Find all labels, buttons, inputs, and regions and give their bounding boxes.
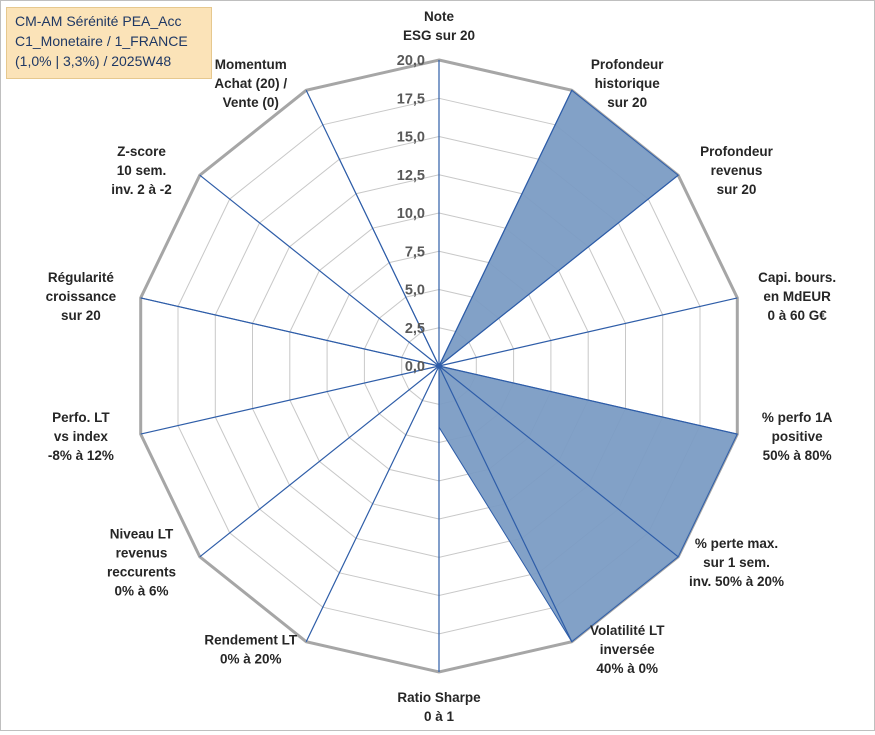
axis-label: Momentum Achat (20) / Vente (0): [214, 57, 287, 110]
axis-spoke: [199, 365, 440, 558]
tick-label: 7,5: [405, 244, 425, 260]
axis-label-line: Achat (20) /: [214, 76, 287, 91]
axis-label-line: 40% à 0%: [596, 661, 658, 676]
axis-label-line: ESG sur 20: [403, 28, 475, 43]
fund-title-box: CM-AM Sérénité PEA_Acc C1_Monetaire / 1_…: [6, 7, 212, 79]
axis-label-line: Rendement LT: [204, 632, 298, 647]
axis-spoke: [305, 90, 440, 367]
tick-label: 0,0: [405, 359, 425, 375]
axis-label-line: Ratio Sharpe: [397, 690, 481, 705]
axis-label-line: positive: [772, 429, 824, 444]
title-line-3: (1,0% | 3,3%) / 2025W48: [15, 53, 172, 69]
tick-label: 20,0: [397, 53, 425, 69]
axis-spoke: [305, 365, 440, 642]
axis-label-line: inversée: [600, 642, 655, 657]
axis-spoke: [438, 365, 573, 642]
axis-label-line: croissance: [46, 289, 117, 304]
axis-label-line: % perte max.: [695, 536, 778, 551]
axis-label-line: Niveau LT: [110, 526, 174, 541]
tick-label: 17,5: [397, 91, 425, 107]
spoke-layer: [140, 60, 738, 672]
axis-label-line: Profondeur: [591, 57, 664, 72]
axis-label-line: Momentum: [215, 57, 287, 72]
tick-label-layer: 0,0 2,5 5,0 7,5 10,0 12,5 15,0 17,5 20,0: [397, 53, 425, 375]
axis-label: Profondeur historique sur 20: [591, 57, 664, 110]
axis-label-line: 0% à 6%: [114, 583, 168, 598]
axis-label: Profondeur revenus sur 20: [700, 144, 773, 197]
axis-label: Rendement LT 0% à 20%: [204, 632, 298, 666]
axis-label: Volatilité LT inversée 40% à 0%: [590, 623, 665, 676]
axis-label-line: vs index: [54, 429, 109, 444]
axis-label: Niveau LT revenus reccurents 0% à 6%: [107, 526, 176, 598]
axis-label-line: 0 à 60 G€: [767, 308, 827, 323]
axis-label-line: revenus: [711, 163, 763, 178]
axis-label-line: sur 20: [61, 308, 101, 323]
tick-label: 15,0: [397, 130, 425, 146]
axis-label-line: % perfo 1A: [762, 410, 833, 425]
axis-label-line: 10 sem.: [117, 163, 167, 178]
axis-label-line: Perfo. LT: [52, 410, 110, 425]
axis-label: % perte max. sur 1 sem. inv. 50% à 20%: [689, 536, 784, 589]
axis-label: Perfo. LT vs index -8% à 12%: [48, 410, 114, 463]
axis-label-line: reccurents: [107, 564, 176, 579]
tick-label: 5,0: [405, 283, 425, 299]
axis-label: % perfo 1A positive 50% à 80%: [762, 410, 833, 463]
axis-label-line: Régularité: [48, 270, 115, 285]
tick-label: 10,0: [397, 206, 425, 222]
axis-label-line: sur 20: [717, 182, 757, 197]
axis-label-line: sur 1 sem.: [703, 555, 770, 570]
axis-label-line: inv. 2 à -2: [111, 182, 172, 197]
axis-label-line: Capi. bours.: [758, 270, 836, 285]
axis-label-line: en MdEUR: [763, 289, 831, 304]
axis-label-line: Profondeur: [700, 144, 773, 159]
axis-spoke: [140, 297, 440, 367]
title-line-1: CM-AM Sérénité PEA_Acc: [15, 13, 182, 29]
axis-label: Capi. bours. en MdEUR 0 à 60 G€: [758, 270, 836, 323]
axis-label-line: -8% à 12%: [48, 448, 114, 463]
axis-label-line: Note: [424, 9, 454, 24]
axis-label-line: historique: [595, 76, 661, 91]
axis-label-line: 50% à 80%: [763, 448, 832, 463]
axis-label-line: Z-score: [117, 144, 166, 159]
axis-spoke: [438, 365, 738, 435]
axis-spoke: [438, 297, 738, 367]
axis-label: Ratio Sharpe 0 à 1: [397, 690, 481, 724]
axis-label: Z-score 10 sem. inv. 2 à -2: [111, 144, 172, 197]
axis-label-line: 0 à 1: [424, 709, 455, 724]
axis-label: Note ESG sur 20: [403, 9, 475, 43]
axis-label-line: sur 20: [607, 95, 647, 110]
axis-spoke: [438, 174, 679, 367]
axis-spoke: [438, 365, 679, 558]
axis-spoke: [199, 174, 440, 367]
axis-label: Régularité croissance sur 20: [46, 270, 117, 323]
axis-label-line: inv. 50% à 20%: [689, 574, 784, 589]
title-line-2: C1_Monetaire / 1_FRANCE: [15, 33, 188, 49]
axis-label-layer: Note ESG sur 20 Profondeur historique sur 20…: [46, 9, 836, 724]
axis-label-line: 0% à 20%: [220, 651, 282, 666]
axis-label-line: Volatilité LT: [590, 623, 665, 638]
axis-spoke: [438, 90, 573, 367]
tick-label: 12,5: [397, 168, 425, 184]
axis-spoke: [140, 365, 440, 435]
axis-label-line: Vente (0): [223, 95, 279, 110]
tick-label: 2,5: [405, 321, 425, 337]
axis-label-line: revenus: [116, 545, 168, 560]
